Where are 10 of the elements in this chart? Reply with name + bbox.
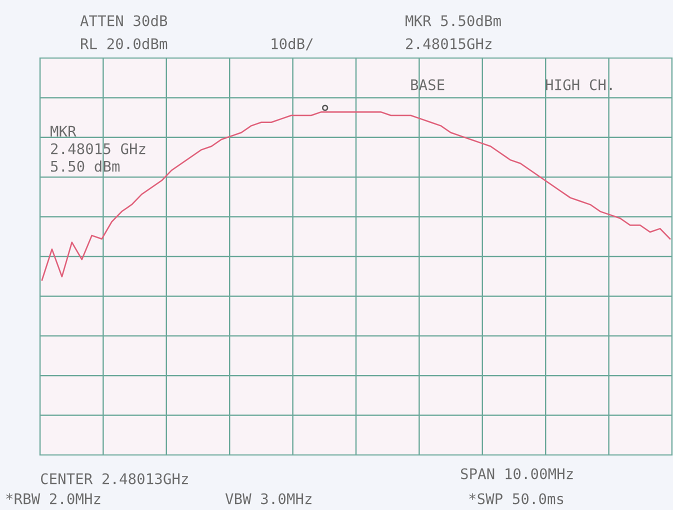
text: SPAN 10.00MHz (460, 468, 573, 480)
text: *RBW 2.0MHz (6, 493, 100, 504)
text: 2.48015GHz (406, 38, 492, 50)
text: CENTER 2.48013GHz (40, 473, 188, 484)
text: 10dB/ (272, 38, 313, 50)
text: *SWP 50.0ms (469, 493, 564, 504)
text: MKR 5.50dBm (406, 14, 501, 26)
text: RL 20.0dBm (81, 38, 168, 50)
text: ATTEN 30dB (80, 14, 168, 26)
text: VBW 3.0MHz (225, 493, 312, 504)
